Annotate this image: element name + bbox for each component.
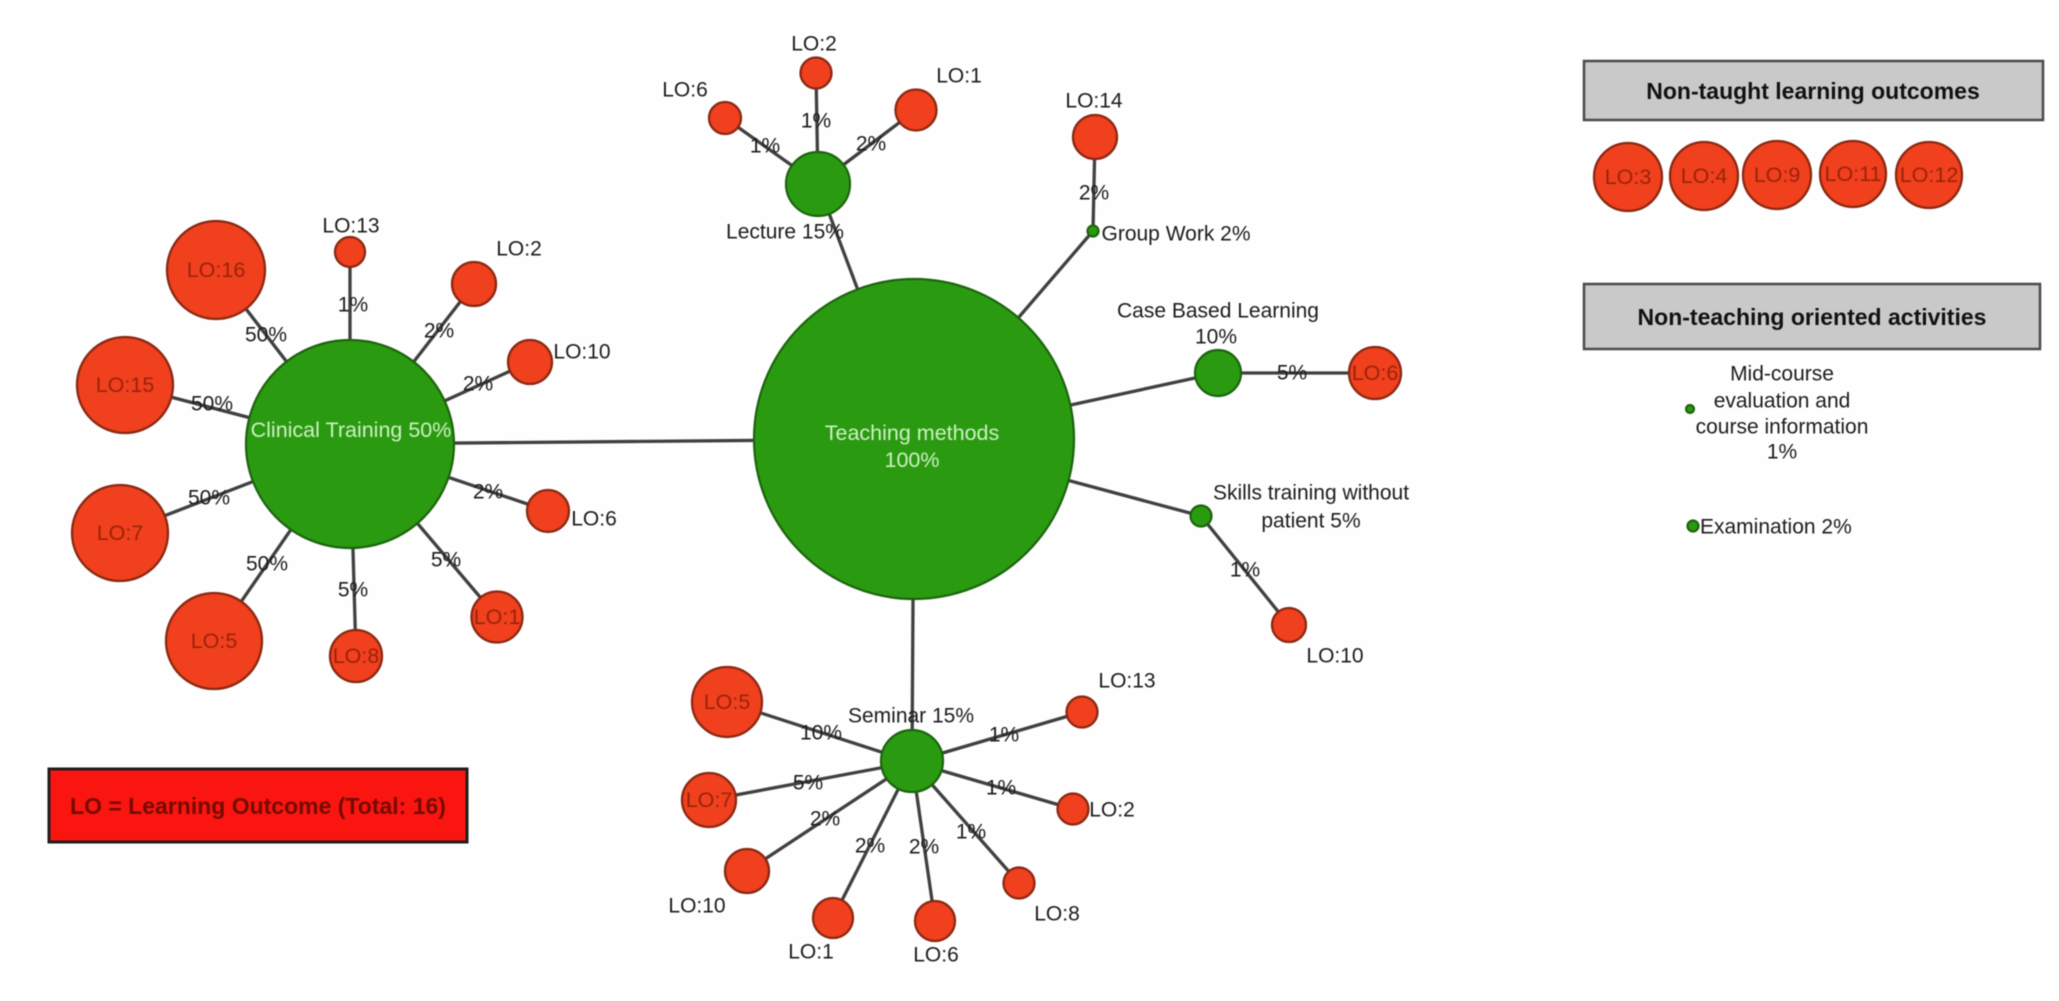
svg-text:LO:15: LO:15 bbox=[96, 373, 155, 397]
svg-text:2%: 2% bbox=[856, 133, 886, 156]
svg-text:50%: 50% bbox=[245, 324, 287, 347]
svg-text:LO:6: LO:6 bbox=[662, 79, 708, 102]
svg-text:LO:6: LO:6 bbox=[913, 944, 959, 967]
svg-text:LO:10: LO:10 bbox=[553, 341, 610, 364]
svg-text:evaluation and: evaluation and bbox=[1714, 390, 1851, 413]
svg-text:1%: 1% bbox=[801, 110, 831, 133]
svg-text:2%: 2% bbox=[855, 835, 885, 858]
svg-text:LO:16: LO:16 bbox=[187, 258, 246, 282]
svg-text:Case Based Learning: Case Based Learning bbox=[1117, 300, 1319, 323]
svg-text:50%: 50% bbox=[246, 553, 288, 576]
svg-text:course information: course information bbox=[1696, 416, 1869, 439]
svg-text:Mid-course: Mid-course bbox=[1730, 363, 1834, 386]
svg-text:LO:2: LO:2 bbox=[1089, 799, 1135, 822]
svg-text:LO:5: LO:5 bbox=[704, 690, 751, 714]
svg-text:1%: 1% bbox=[956, 821, 986, 844]
svg-text:LO:7: LO:7 bbox=[97, 521, 144, 545]
svg-text:50%: 50% bbox=[188, 487, 230, 510]
svg-text:Skills training without: Skills training without bbox=[1213, 482, 1409, 505]
svg-text:Clinical Training 50%: Clinical Training 50% bbox=[251, 418, 452, 442]
svg-text:LO:5: LO:5 bbox=[191, 629, 238, 653]
svg-text:LO:8: LO:8 bbox=[333, 644, 380, 668]
svg-text:LO:6: LO:6 bbox=[571, 508, 617, 531]
svg-text:2%: 2% bbox=[463, 373, 493, 396]
svg-text:5%: 5% bbox=[793, 772, 823, 795]
svg-text:LO:4: LO:4 bbox=[1681, 164, 1728, 188]
svg-text:Seminar 15%: Seminar 15% bbox=[848, 705, 974, 728]
svg-text:LO:7: LO:7 bbox=[686, 788, 733, 812]
svg-text:LO = Learning Outcome (Total:: LO = Learning Outcome (Total: 16) bbox=[70, 793, 446, 819]
svg-text:2%: 2% bbox=[424, 320, 454, 343]
svg-text:LO:2: LO:2 bbox=[791, 33, 837, 56]
svg-text:LO:14: LO:14 bbox=[1065, 90, 1123, 113]
svg-text:Non-taught learning outcomes: Non-taught learning outcomes bbox=[1646, 78, 1980, 104]
svg-text:1%: 1% bbox=[750, 135, 780, 158]
svg-text:2%: 2% bbox=[909, 836, 939, 859]
svg-text:LO:10: LO:10 bbox=[1306, 645, 1363, 668]
svg-text:LO:3: LO:3 bbox=[1605, 165, 1652, 189]
svg-text:10%: 10% bbox=[1195, 326, 1237, 349]
svg-text:5%: 5% bbox=[338, 579, 368, 602]
svg-text:LO:10: LO:10 bbox=[668, 895, 725, 918]
svg-text:LO:1: LO:1 bbox=[936, 65, 982, 88]
svg-text:1%: 1% bbox=[1230, 559, 1260, 582]
svg-text:5%: 5% bbox=[1277, 362, 1307, 385]
svg-text:100%: 100% bbox=[885, 448, 940, 472]
svg-text:5%: 5% bbox=[431, 549, 461, 572]
svg-text:LO:13: LO:13 bbox=[322, 215, 379, 238]
svg-text:LO:12: LO:12 bbox=[1900, 163, 1959, 187]
svg-text:1%: 1% bbox=[338, 294, 368, 317]
svg-text:LO:13: LO:13 bbox=[1098, 670, 1155, 693]
svg-text:1%: 1% bbox=[986, 777, 1016, 800]
svg-text:patient 5%: patient 5% bbox=[1261, 510, 1360, 533]
svg-text:LO:1: LO:1 bbox=[788, 941, 834, 964]
svg-text:2%: 2% bbox=[810, 808, 840, 831]
svg-text:2%: 2% bbox=[473, 481, 503, 504]
svg-text:LO:1: LO:1 bbox=[474, 605, 521, 629]
svg-text:LO:9: LO:9 bbox=[1754, 163, 1801, 187]
svg-text:LO:11: LO:11 bbox=[1825, 162, 1882, 186]
svg-text:Lecture 15%: Lecture 15% bbox=[726, 221, 844, 244]
svg-text:LO:6: LO:6 bbox=[1352, 361, 1399, 385]
svg-text:10%: 10% bbox=[800, 722, 842, 745]
svg-text:Examination 2%: Examination 2% bbox=[1700, 516, 1852, 539]
svg-text:Group Work 2%: Group Work 2% bbox=[1102, 223, 1251, 246]
svg-text:Teaching methods: Teaching methods bbox=[825, 421, 1000, 445]
svg-text:LO:8: LO:8 bbox=[1034, 903, 1080, 926]
svg-text:2%: 2% bbox=[1079, 182, 1109, 205]
svg-text:1%: 1% bbox=[1767, 441, 1797, 464]
svg-text:LO:2: LO:2 bbox=[496, 238, 542, 261]
svg-text:Non-teaching oriented activiti: Non-teaching oriented activities bbox=[1638, 304, 1987, 330]
svg-text:1%: 1% bbox=[989, 724, 1019, 747]
svg-text:50%: 50% bbox=[191, 393, 233, 416]
